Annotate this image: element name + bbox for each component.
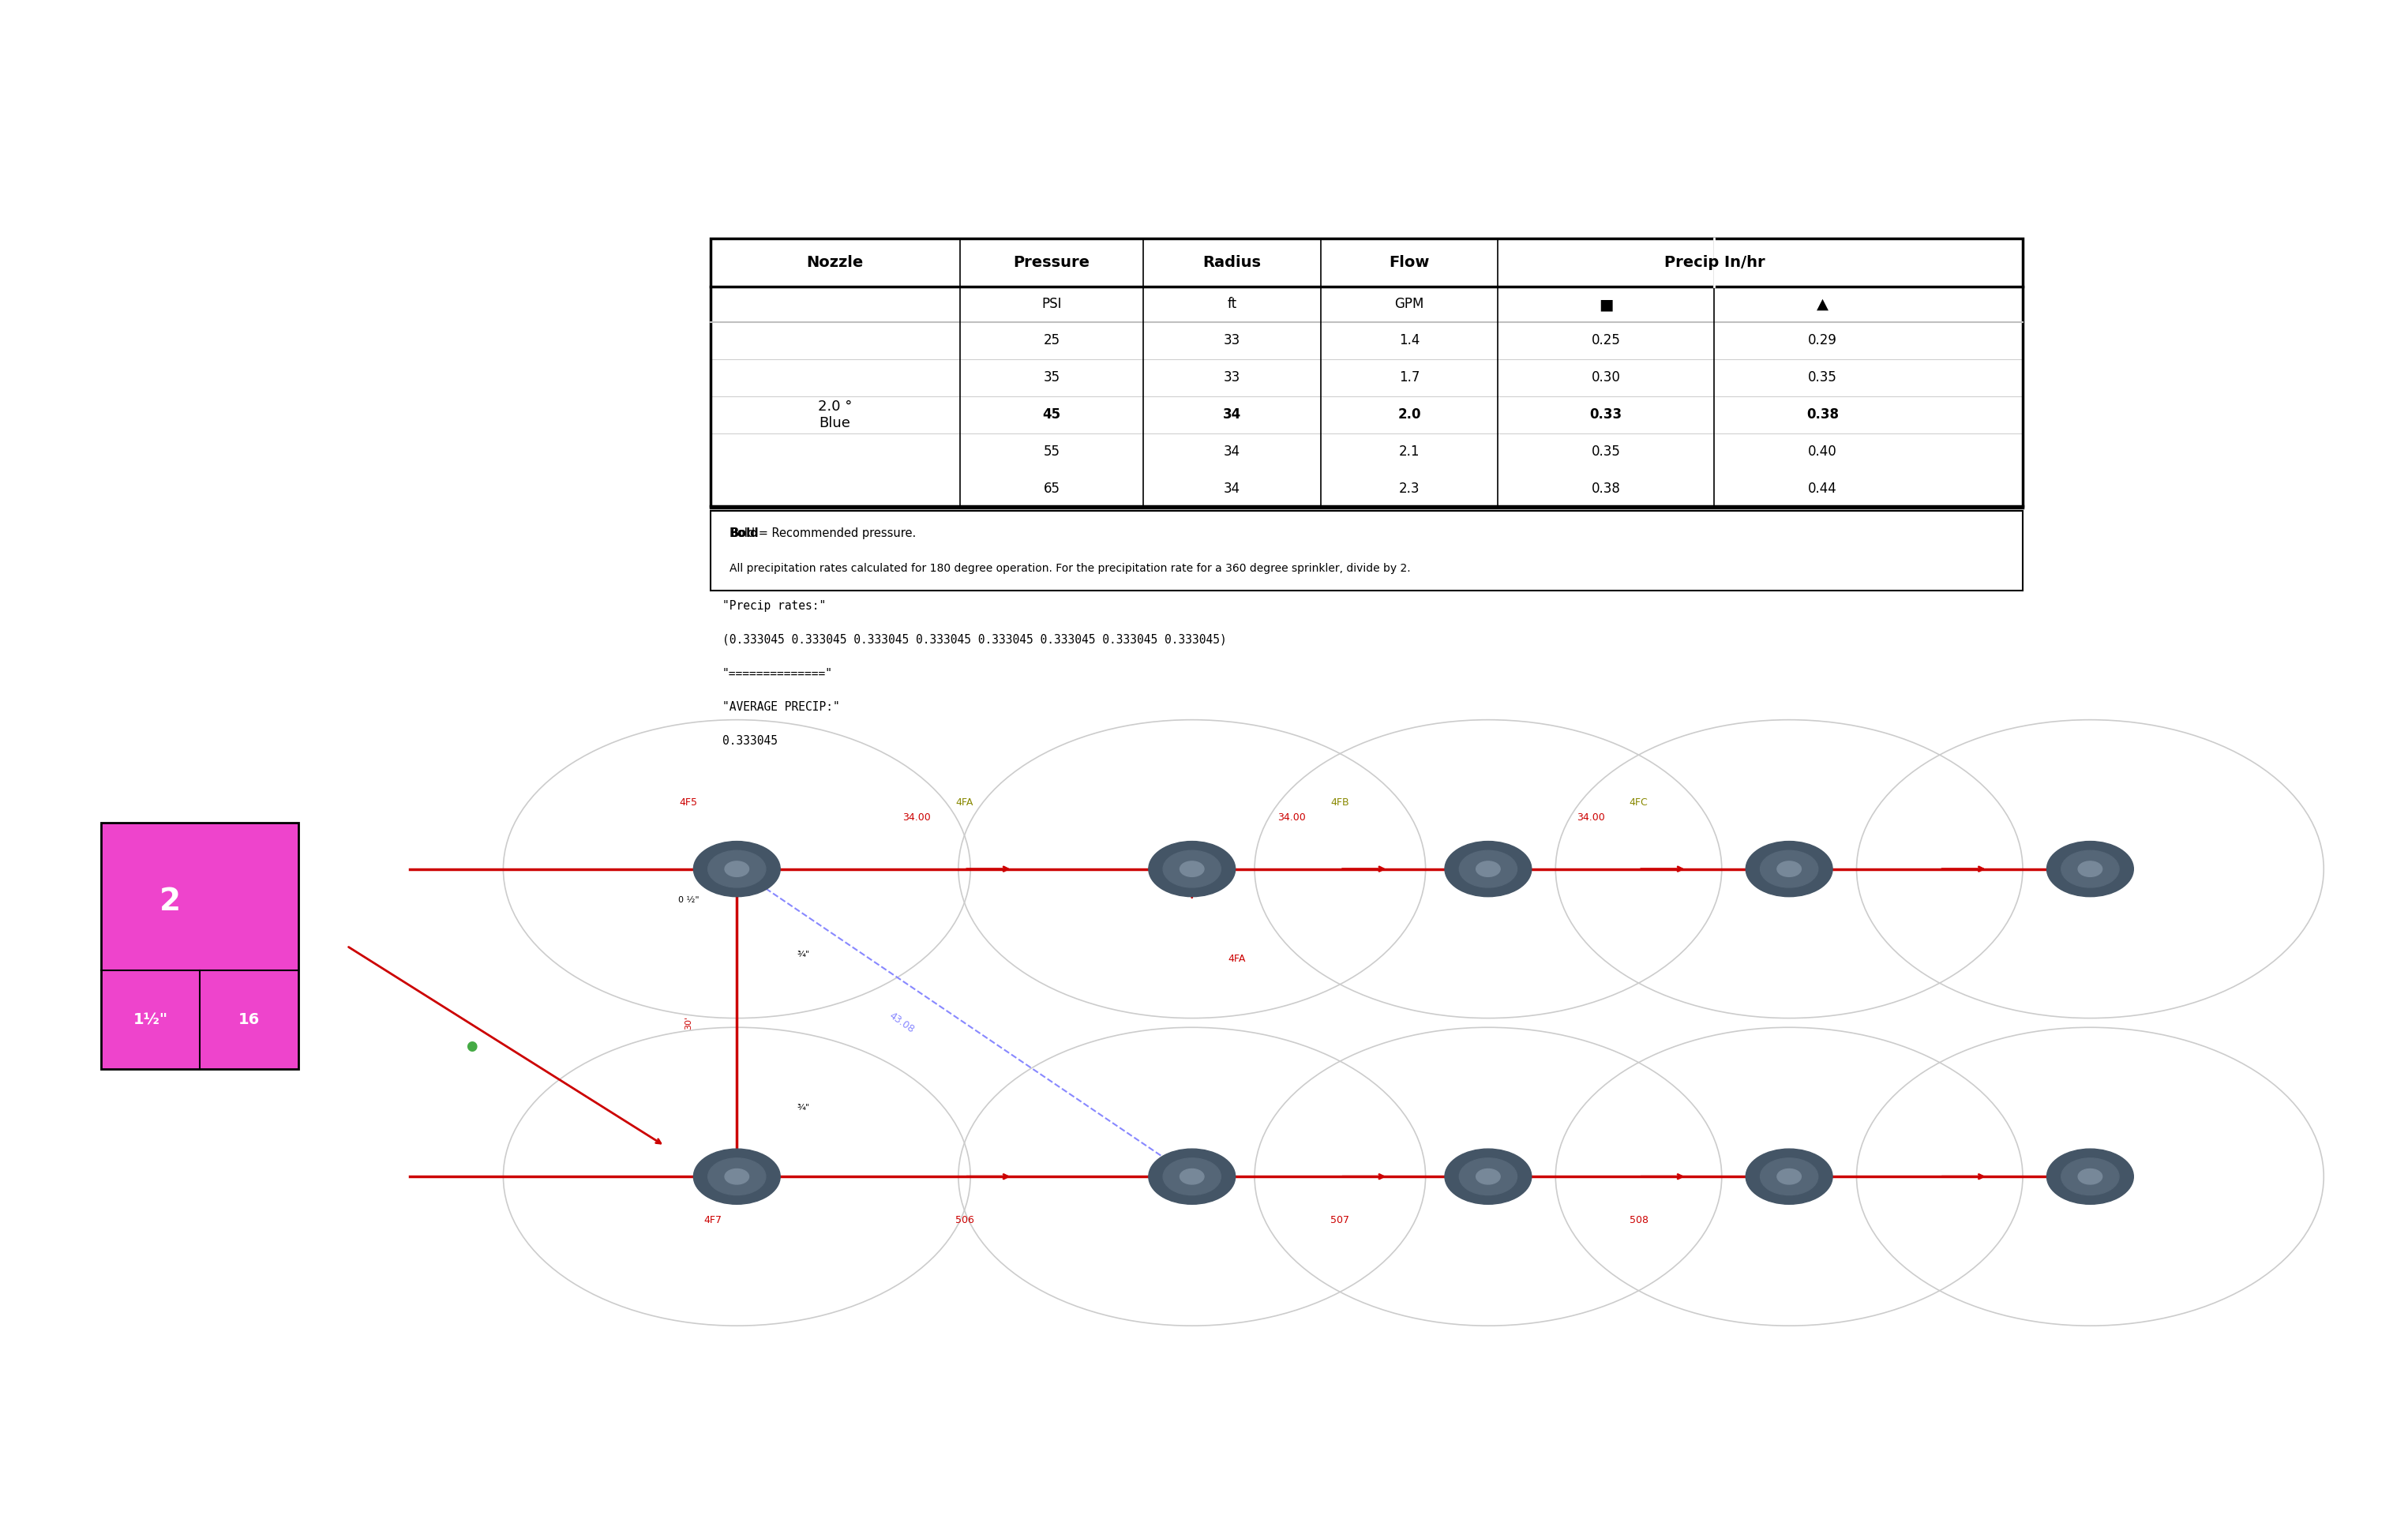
Circle shape [1760, 851, 1818, 887]
Text: ■: ■ [1599, 297, 1613, 312]
Text: 1.4: 1.4 [1399, 334, 1421, 348]
Text: 34.00: 34.00 [903, 812, 929, 823]
Circle shape [1476, 861, 1500, 877]
Text: 4FB: 4FB [1332, 797, 1348, 807]
Circle shape [725, 1169, 749, 1184]
Text: 33: 33 [1223, 371, 1240, 384]
Text: 65: 65 [1043, 481, 1060, 497]
Text: 2.0: 2.0 [1397, 408, 1421, 421]
Circle shape [1459, 1158, 1517, 1195]
Text: 507: 507 [1332, 1215, 1348, 1226]
Circle shape [1746, 1149, 1832, 1204]
Text: 2.0 °
Blue: 2.0 ° Blue [819, 400, 852, 431]
Text: 55: 55 [1043, 444, 1060, 458]
Circle shape [1149, 841, 1235, 897]
Text: 16: 16 [238, 1012, 260, 1027]
Text: Pressure: Pressure [1014, 255, 1091, 271]
Text: 4F7: 4F7 [703, 1215, 722, 1226]
Text: 0.44: 0.44 [1808, 481, 1837, 497]
Circle shape [694, 841, 780, 897]
Circle shape [1163, 851, 1221, 887]
Text: 2.3: 2.3 [1399, 481, 1421, 497]
Circle shape [1163, 1158, 1221, 1195]
Circle shape [1180, 861, 1204, 877]
Circle shape [2078, 1169, 2102, 1184]
Text: 0.35: 0.35 [1592, 444, 1621, 458]
Text: 1½": 1½" [132, 1012, 169, 1027]
Text: 0.40: 0.40 [1808, 444, 1837, 458]
Text: 0.33: 0.33 [1589, 408, 1623, 421]
Text: 0.25: 0.25 [1592, 334, 1621, 348]
Text: Precip In/hr: Precip In/hr [1664, 255, 1765, 271]
Circle shape [694, 1149, 780, 1204]
Circle shape [1777, 861, 1801, 877]
Text: 34: 34 [1223, 481, 1240, 497]
Text: 0.29: 0.29 [1808, 334, 1837, 348]
Text: 4FA: 4FA [956, 797, 973, 807]
Text: 0.35: 0.35 [1808, 371, 1837, 384]
Text: 0.38: 0.38 [1806, 408, 1840, 421]
Text: Flow: Flow [1389, 255, 1430, 271]
Text: PSI: PSI [1043, 297, 1062, 311]
Text: Bold = Recommended pressure.: Bold = Recommended pressure. [730, 528, 915, 538]
Circle shape [1746, 841, 1832, 897]
Text: "AVERAGE PRECIP:": "AVERAGE PRECIP:" [722, 701, 840, 714]
Text: ▲: ▲ [1816, 297, 1828, 312]
Text: Bold: Bold [730, 528, 759, 538]
Circle shape [1459, 851, 1517, 887]
Text: 0.30: 0.30 [1592, 371, 1621, 384]
Text: 30': 30' [684, 1017, 694, 1029]
Circle shape [1760, 1158, 1818, 1195]
Bar [710, 511, 2023, 591]
Text: 4FA: 4FA [1228, 954, 1245, 964]
Circle shape [708, 1158, 766, 1195]
Text: 34.00: 34.00 [1577, 812, 1604, 823]
Circle shape [1180, 1169, 1204, 1184]
Bar [710, 238, 2023, 508]
Text: 0.333045: 0.333045 [722, 735, 778, 747]
Text: 34.00: 34.00 [1279, 812, 1305, 823]
Circle shape [1445, 841, 1531, 897]
Text: 506: 506 [956, 1215, 973, 1226]
Circle shape [2078, 861, 2102, 877]
Circle shape [2061, 851, 2119, 887]
Text: 1.7: 1.7 [1399, 371, 1421, 384]
Circle shape [1476, 1169, 1500, 1184]
Circle shape [2061, 1158, 2119, 1195]
Text: 35: 35 [1043, 371, 1060, 384]
Text: ¾": ¾" [797, 949, 809, 958]
Text: 43.08: 43.08 [886, 1010, 915, 1035]
Text: Nozzle: Nozzle [807, 255, 864, 271]
Text: 0 ½": 0 ½" [679, 895, 698, 904]
Circle shape [2047, 1149, 2133, 1204]
Text: 25: 25 [1043, 334, 1060, 348]
Text: "==============": "==============" [722, 667, 833, 680]
Circle shape [725, 861, 749, 877]
Text: 0.38: 0.38 [1592, 481, 1621, 497]
Text: ●: ● [467, 1038, 477, 1054]
Circle shape [708, 851, 766, 887]
Text: GPM: GPM [1394, 297, 1423, 311]
Circle shape [1445, 1149, 1531, 1204]
Text: 508: 508 [1630, 1215, 1647, 1226]
Text: All precipitation rates calculated for 180 degree operation. For the precipitati: All precipitation rates calculated for 1… [730, 563, 1411, 574]
Text: 34: 34 [1223, 444, 1240, 458]
Circle shape [1777, 1169, 1801, 1184]
Circle shape [2047, 841, 2133, 897]
Bar [101, 823, 299, 1069]
Text: "Precip rates:": "Precip rates:" [722, 600, 826, 612]
Text: 45: 45 [1043, 408, 1060, 421]
Text: (0.333045 0.333045 0.333045 0.333045 0.333045 0.333045 0.333045 0.333045): (0.333045 0.333045 0.333045 0.333045 0.3… [722, 634, 1226, 646]
Text: ft: ft [1228, 297, 1238, 311]
Text: 2.1: 2.1 [1399, 444, 1421, 458]
Text: ¾": ¾" [797, 1103, 809, 1112]
Text: 4F5: 4F5 [679, 797, 698, 807]
Text: 34: 34 [1223, 408, 1240, 421]
Text: 33: 33 [1223, 334, 1240, 348]
Text: Radius: Radius [1204, 255, 1262, 271]
Text: 2: 2 [159, 886, 181, 917]
Circle shape [1149, 1149, 1235, 1204]
Text: 4FC: 4FC [1630, 797, 1647, 807]
